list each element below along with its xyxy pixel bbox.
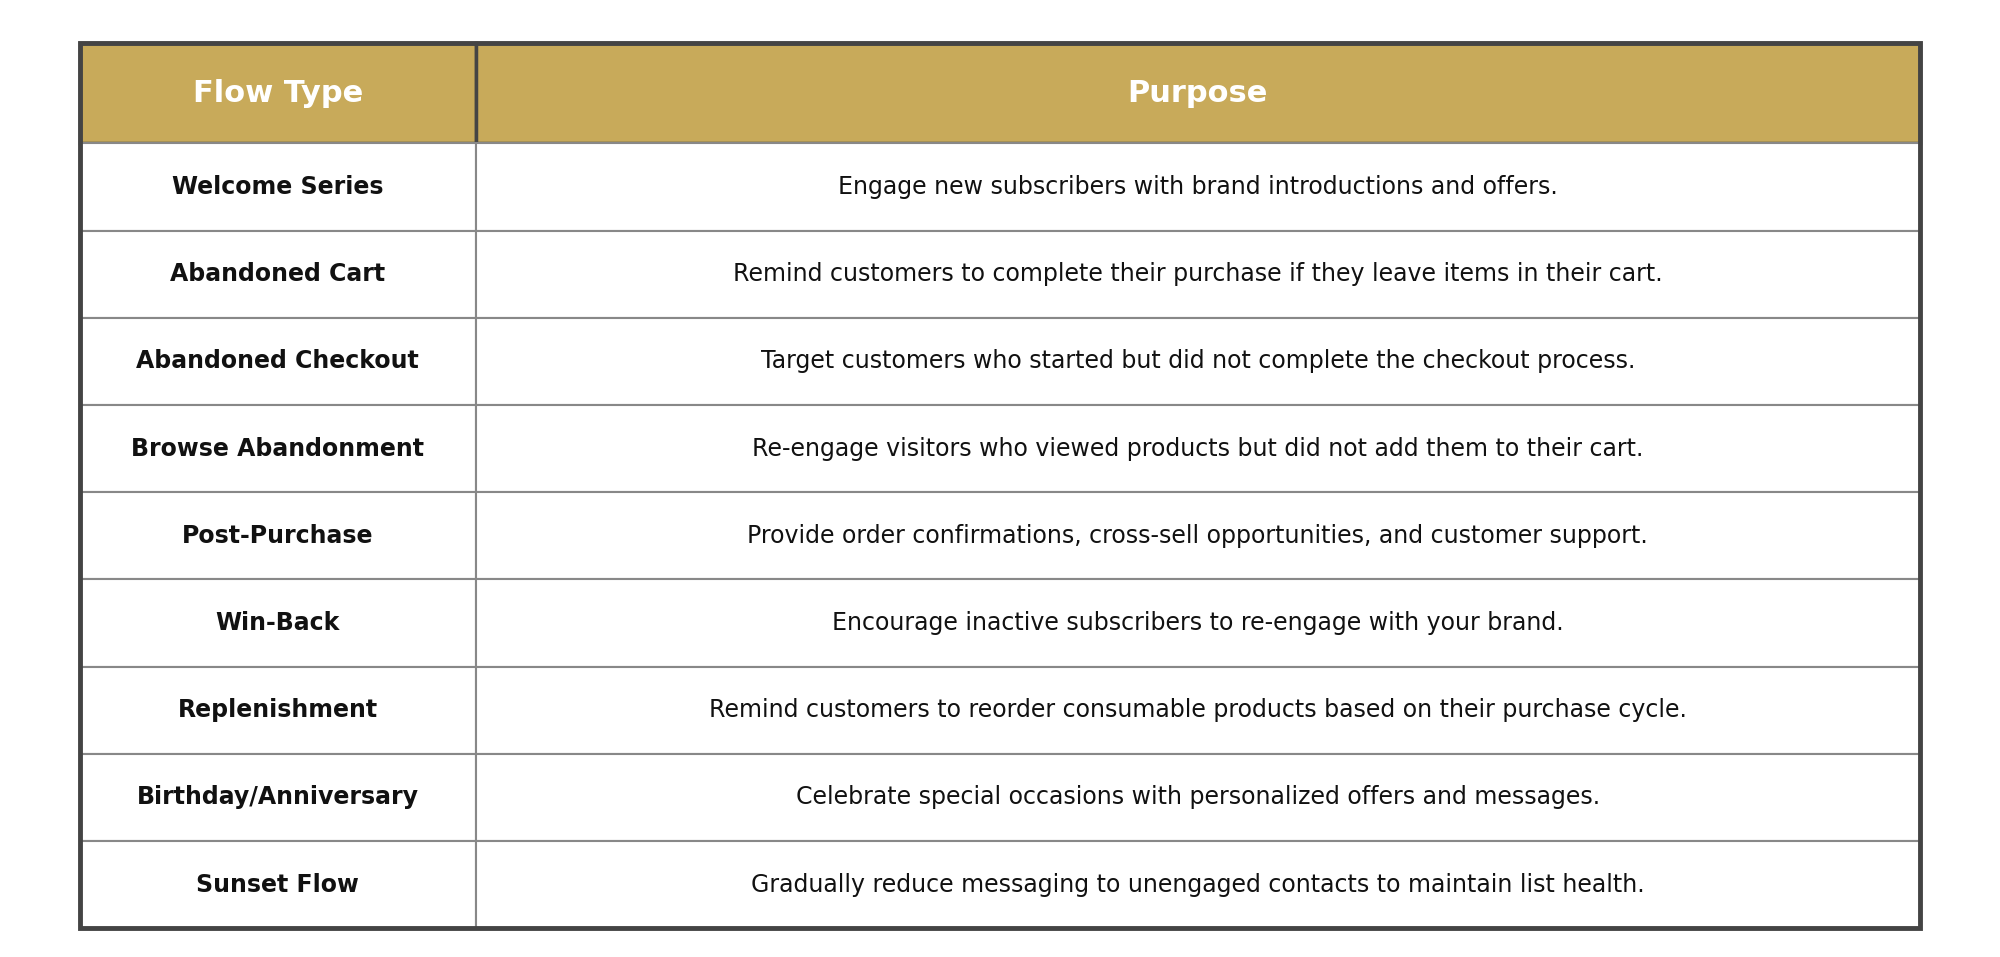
Text: Provide order confirmations, cross-sell opportunities, and customer support.: Provide order confirmations, cross-sell … — [748, 523, 1648, 547]
Bar — [80, 579, 476, 667]
Bar — [80, 405, 476, 492]
Bar — [476, 405, 1920, 492]
Bar — [80, 667, 476, 754]
Text: Gradually reduce messaging to unengaged contacts to maintain list health.: Gradually reduce messaging to unengaged … — [750, 873, 1644, 897]
Text: Abandoned Cart: Abandoned Cart — [170, 262, 386, 286]
Bar — [476, 841, 1920, 928]
Text: Remind customers to complete their purchase if they leave items in their cart.: Remind customers to complete their purch… — [732, 262, 1662, 286]
Text: Remind customers to reorder consumable products based on their purchase cycle.: Remind customers to reorder consumable p… — [708, 699, 1686, 723]
Text: Re-engage visitors who viewed products but did not add them to their cart.: Re-engage visitors who viewed products b… — [752, 436, 1644, 460]
Bar — [476, 231, 1920, 318]
Bar — [476, 43, 1920, 144]
Text: Welcome Series: Welcome Series — [172, 175, 384, 199]
Text: Celebrate special occasions with personalized offers and messages.: Celebrate special occasions with persona… — [796, 786, 1600, 810]
Text: Birthday/Anniversary: Birthday/Anniversary — [136, 786, 418, 810]
Bar — [80, 754, 476, 841]
Text: Post-Purchase: Post-Purchase — [182, 523, 374, 547]
Text: Sunset Flow: Sunset Flow — [196, 873, 360, 897]
Bar — [476, 492, 1920, 579]
Text: Flow Type: Flow Type — [192, 78, 362, 108]
Text: Engage new subscribers with brand introductions and offers.: Engage new subscribers with brand introd… — [838, 175, 1558, 199]
Bar — [80, 43, 476, 144]
Text: Abandoned Checkout: Abandoned Checkout — [136, 349, 420, 373]
Bar — [80, 841, 476, 928]
Bar — [476, 754, 1920, 841]
Bar — [80, 144, 476, 231]
Text: Replenishment: Replenishment — [178, 699, 378, 723]
Text: Encourage inactive subscribers to re-engage with your brand.: Encourage inactive subscribers to re-eng… — [832, 611, 1564, 635]
Bar — [476, 318, 1920, 405]
Text: Win-Back: Win-Back — [216, 611, 340, 635]
Bar — [476, 144, 1920, 231]
Bar — [80, 492, 476, 579]
Text: Target customers who started but did not complete the checkout process.: Target customers who started but did not… — [760, 349, 1634, 373]
Bar — [80, 231, 476, 318]
Bar — [476, 579, 1920, 667]
Bar — [476, 667, 1920, 754]
Text: Browse Abandonment: Browse Abandonment — [132, 436, 424, 460]
Bar — [80, 318, 476, 405]
Text: Purpose: Purpose — [1128, 78, 1268, 108]
